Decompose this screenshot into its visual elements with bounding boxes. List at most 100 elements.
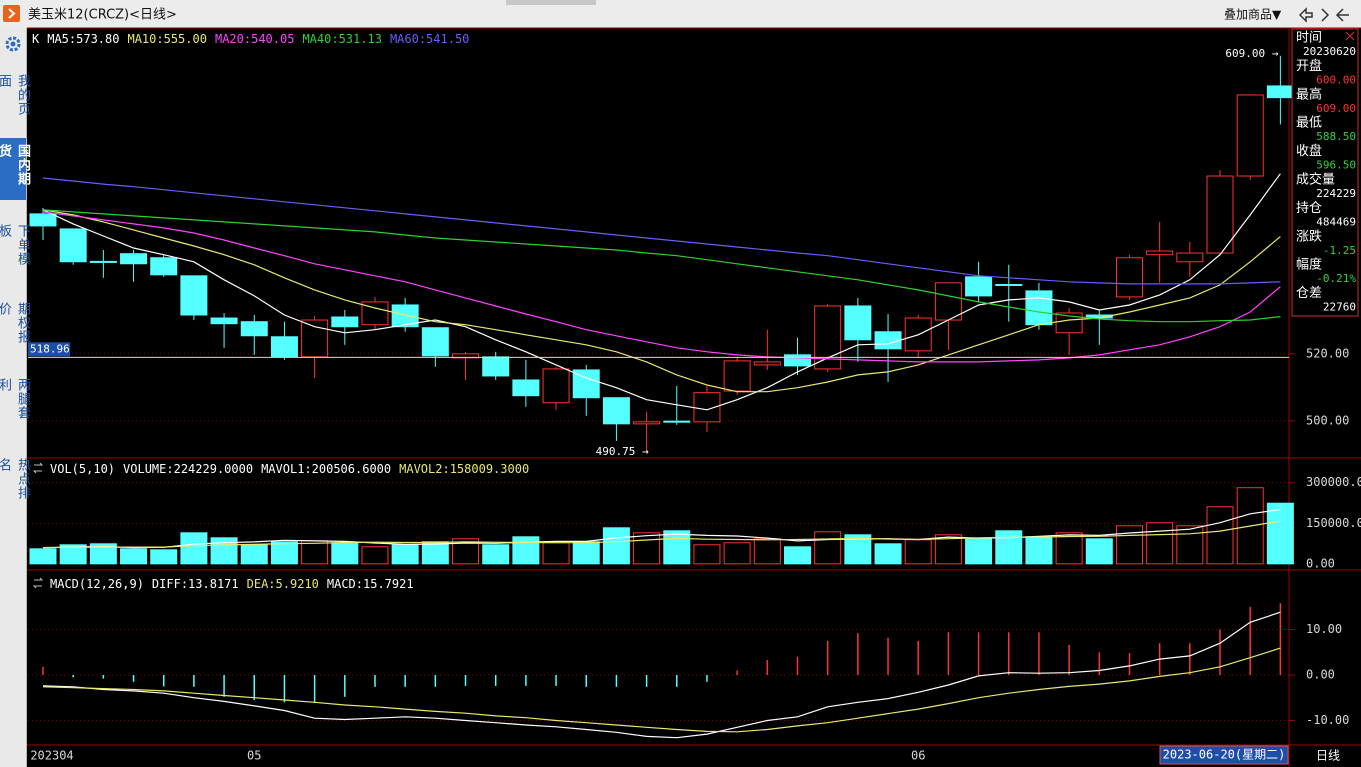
candle-body xyxy=(753,361,781,366)
volume-bar xyxy=(1176,525,1204,565)
forward-icon[interactable] xyxy=(1321,8,1330,22)
volume-bar xyxy=(512,536,540,565)
back-icon[interactable] xyxy=(1298,7,1313,23)
volume-bar xyxy=(1025,536,1053,565)
low-label: 490.75 → xyxy=(596,445,649,458)
candle-body xyxy=(421,327,449,357)
info-panel: 时间20230620开盘600.00最高609.00最低588.50收盘596.… xyxy=(1291,28,1359,317)
info-value: 22760 xyxy=(1323,301,1356,314)
volume-bar xyxy=(180,532,208,565)
legend-entry: MA20:540.05 xyxy=(215,32,294,46)
volume-bar xyxy=(844,534,872,565)
y-tick-label: 500.00 xyxy=(1306,413,1349,427)
sidebar-item[interactable]: 下单模板 xyxy=(0,224,30,266)
candle-body xyxy=(602,397,630,425)
candle-body xyxy=(784,354,811,367)
cursor-box xyxy=(28,342,70,357)
volume-bar xyxy=(784,546,811,565)
info-label: 收盘 xyxy=(1296,143,1322,159)
line-series xyxy=(42,520,1281,549)
candle-body xyxy=(59,228,87,263)
y-tick-label: 0.00 xyxy=(1306,668,1335,682)
gear-hub[interactable] xyxy=(10,41,16,47)
info-value: 588.50 xyxy=(1316,130,1356,143)
y-tick-label: 10.00 xyxy=(1306,622,1342,636)
gear[interactable] xyxy=(5,36,21,52)
candle-body xyxy=(512,379,540,397)
volume-bar xyxy=(572,541,600,565)
line-series xyxy=(42,209,1281,393)
candle-body xyxy=(844,305,872,341)
legend-entry: MA40:531.13 xyxy=(302,32,381,46)
line-series xyxy=(42,177,1281,285)
volume-bar xyxy=(633,532,661,565)
candle-body xyxy=(301,319,329,358)
volume-bar xyxy=(904,539,932,565)
pane-borders xyxy=(27,27,1361,767)
close-icon[interactable] xyxy=(1345,31,1355,41)
x-tick-label: 05 xyxy=(247,749,261,763)
pane-legend: VOL(5,10) VOLUME:224229.0000 MAVOL1:200506… xyxy=(50,462,529,476)
line-series xyxy=(42,647,1281,733)
settings-icon[interactable] xyxy=(0,30,26,60)
cursor-value: 518.96 xyxy=(30,342,70,355)
info-value: -1.25 xyxy=(1323,244,1356,257)
volume-bar xyxy=(301,540,329,565)
sidebar-item[interactable]: 热点排名 xyxy=(0,458,30,500)
info-value: 600.00 xyxy=(1316,73,1356,86)
y-tick-label: 520.00 xyxy=(1306,346,1349,360)
candle-body xyxy=(542,368,570,404)
candle-body xyxy=(723,360,751,392)
candle-body xyxy=(663,420,691,423)
volume-bar xyxy=(1115,525,1143,565)
candle-body xyxy=(995,284,1023,287)
volume-bar xyxy=(753,538,781,565)
volume-bar xyxy=(240,544,268,565)
indicator-name: MACD(12,26,9) xyxy=(50,577,144,591)
y-tick-label: 300000.00 xyxy=(1306,475,1361,489)
volume-bar xyxy=(995,530,1023,565)
sidebar-item[interactable]: 国内期货 xyxy=(0,138,30,200)
legend-entry: MA10:555.00 xyxy=(127,32,206,46)
volume-bar xyxy=(663,530,691,565)
info-value: -0.21% xyxy=(1316,272,1356,285)
up-icon[interactable] xyxy=(1335,8,1349,22)
line-series xyxy=(42,209,1281,323)
volume-bar xyxy=(361,546,389,565)
high-label: 609.00 → xyxy=(1225,47,1278,60)
info-label: 时间 xyxy=(1296,31,1322,46)
cursor-date: 2023-06-20(星期二) xyxy=(1163,748,1286,762)
volume-bar xyxy=(210,537,238,565)
candle-body xyxy=(210,317,238,325)
volume-bar xyxy=(120,548,148,565)
drag-handle[interactable] xyxy=(506,0,596,5)
info-label: 最低 xyxy=(1296,116,1322,131)
candle-body xyxy=(391,304,419,328)
title-bar xyxy=(0,0,1361,28)
y-tick-label: -10.00 xyxy=(1306,713,1349,727)
volume-bar xyxy=(150,549,178,565)
nav-icons[interactable] xyxy=(1298,7,1349,23)
volume-bar xyxy=(1206,506,1234,565)
legend-entry: MAVOL1:200506.6000 xyxy=(261,462,391,476)
candle-body xyxy=(1025,290,1053,326)
line-series xyxy=(42,173,1281,411)
candle-body xyxy=(1236,94,1264,177)
overlay-button[interactable]: 叠加商品▼ xyxy=(1224,7,1282,22)
volume-bar xyxy=(874,543,902,565)
app-icon xyxy=(3,5,20,22)
info-value: 596.50 xyxy=(1316,159,1356,172)
sidebar-item[interactable]: 两腿套利 xyxy=(0,378,30,420)
volume-bar xyxy=(89,543,117,565)
period-label: 日线 xyxy=(1316,749,1340,763)
sidebar-item[interactable]: 期权报价 xyxy=(0,302,30,344)
legend-entry: MACD:15.7921 xyxy=(327,577,414,591)
sidebar-item[interactable]: 我的页面 xyxy=(0,74,30,116)
y-tick-label: 150000.00 xyxy=(1306,516,1361,530)
candle-body xyxy=(934,282,962,321)
info-label: 最高 xyxy=(1296,86,1322,102)
volume-bar xyxy=(29,548,57,565)
volume-bar xyxy=(421,541,449,565)
candle-body xyxy=(1115,257,1143,298)
